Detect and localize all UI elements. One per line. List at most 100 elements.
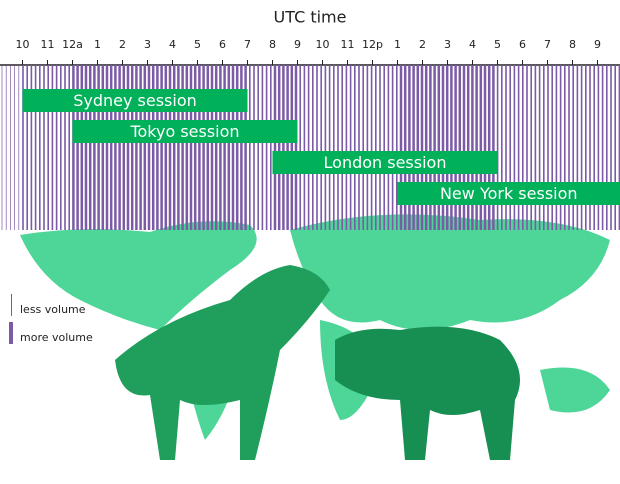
volume-stripe — [257, 65, 259, 230]
volume-stripe — [417, 65, 420, 230]
volume-stripe — [392, 65, 394, 230]
volume-stripe — [602, 65, 604, 230]
volume-stripe — [291, 65, 294, 230]
volume-stripe — [459, 65, 462, 230]
x-tick-label: 1 — [94, 38, 101, 51]
volume-stripe — [471, 65, 474, 230]
volume-stripe — [341, 65, 343, 230]
x-tick-label: 5 — [194, 38, 201, 51]
volume-stripe — [522, 65, 524, 230]
volume-stripe — [286, 65, 289, 230]
volume-stripe — [400, 65, 403, 230]
session-label: Tokyo session — [129, 122, 239, 141]
volume-stripe — [333, 65, 335, 230]
volume-stripe — [278, 65, 281, 230]
volume-stripe — [320, 65, 322, 230]
volume-stripe — [488, 65, 491, 230]
legend-swatch-less — [11, 294, 12, 316]
volume-stripe — [358, 65, 360, 230]
volume-stripe — [270, 65, 272, 230]
x-tick-label: 4 — [469, 38, 476, 51]
x-tick-label: 7 — [244, 38, 251, 51]
volume-stripe — [388, 65, 390, 230]
volume-stripe — [556, 65, 558, 230]
volume-stripe — [249, 65, 251, 230]
volume-stripe — [610, 65, 612, 230]
x-tick-label: 8 — [269, 38, 276, 51]
volume-stripe — [463, 65, 466, 230]
x-tick-label: 12a — [62, 38, 83, 51]
volume-stripe — [266, 65, 268, 230]
volume-stripe — [362, 65, 364, 230]
volume-stripe — [325, 65, 327, 230]
volume-stripe — [375, 65, 377, 230]
volume-stripe — [518, 65, 520, 230]
volume-stripe — [337, 65, 339, 230]
volume-stripe — [438, 65, 441, 230]
volume-stripe — [564, 65, 566, 230]
volume-stripe — [425, 65, 428, 230]
legend-swatch-more — [9, 322, 13, 344]
volume-stripe — [539, 65, 541, 230]
volume-stripe — [379, 65, 381, 230]
x-tick-label: 9 — [594, 38, 601, 51]
volume-stripe — [262, 65, 264, 230]
volume-stripe — [383, 65, 385, 230]
legend-label: more volume — [20, 331, 93, 344]
volume-stripe — [371, 65, 373, 230]
x-tick-label: 11 — [341, 38, 355, 51]
volume-stripe — [530, 65, 532, 230]
x-tick-label: 8 — [569, 38, 576, 51]
volume-stripe — [350, 65, 352, 230]
legend-label: less volume — [20, 303, 86, 316]
session-label: Sydney session — [73, 91, 197, 110]
volume-stripe — [312, 65, 314, 230]
volume-stripe — [282, 65, 285, 230]
volume-stripe — [421, 65, 424, 230]
volume-stripe — [480, 65, 483, 230]
session-label: London session — [324, 153, 447, 172]
x-tick-label: 10 — [16, 38, 30, 51]
volume-stripe — [454, 65, 457, 230]
volume-stripe — [329, 65, 331, 230]
x-tick-label: 11 — [41, 38, 55, 51]
volume-stripe — [568, 65, 570, 230]
volume-stripe — [543, 65, 545, 230]
x-tick-label: 3 — [144, 38, 151, 51]
volume-stripe — [10, 65, 11, 230]
volume-stripe — [505, 65, 507, 230]
volume-stripe — [484, 65, 487, 230]
volume-stripe — [501, 65, 503, 230]
volume-stripe — [585, 65, 587, 230]
volume-stripe — [404, 65, 407, 230]
volume-stripe — [446, 65, 449, 230]
volume-stripe — [475, 65, 478, 230]
volume-stripe — [429, 65, 432, 230]
volume-stripe — [606, 65, 608, 230]
volume-stripe — [396, 65, 398, 230]
x-tick-label: 12p — [362, 38, 383, 51]
volume-stripe — [551, 65, 553, 230]
volume-stripe — [408, 65, 411, 230]
volume-stripe — [467, 65, 470, 230]
volume-stripe — [492, 65, 495, 230]
x-tick-label: 9 — [294, 38, 301, 51]
x-tick-label: 4 — [169, 38, 176, 51]
volume-stripe — [572, 65, 574, 230]
volume-stripe — [598, 65, 600, 230]
x-tick-label: 10 — [316, 38, 330, 51]
volume-stripe — [274, 65, 277, 230]
volume-stripe — [299, 65, 301, 230]
volume-stripe — [442, 65, 445, 230]
volume-stripe — [560, 65, 562, 230]
x-tick-label: 5 — [494, 38, 501, 51]
volume-stripe — [316, 65, 318, 230]
x-tick-label: 7 — [544, 38, 551, 51]
x-tick-label: 6 — [219, 38, 226, 51]
volume-stripe — [535, 65, 537, 230]
volume-stripe — [497, 65, 499, 230]
legend: less volume more volume — [9, 294, 93, 344]
volume-stripe — [450, 65, 453, 230]
chart-title: UTC time — [274, 8, 347, 27]
